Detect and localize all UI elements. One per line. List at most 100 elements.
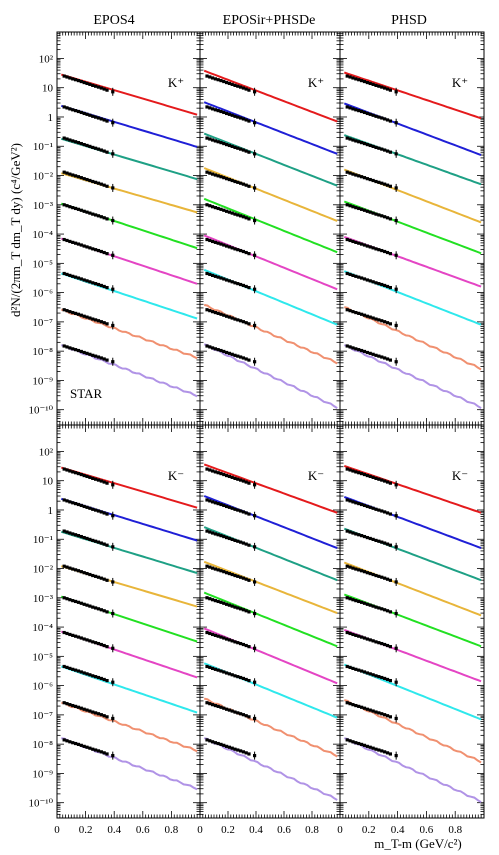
data-point: [345, 74, 349, 78]
x-tick-label: 0.2: [221, 824, 235, 836]
data-point: [247, 610, 251, 614]
data-point: [357, 174, 361, 178]
y-tick-label: 10⁻¹⁰: [28, 798, 53, 810]
data-point: [360, 742, 364, 747]
data-point: [236, 115, 240, 119]
data-point: [71, 667, 75, 671]
data-point: [365, 707, 369, 711]
particle-label: K⁺: [308, 75, 324, 90]
data-point: [65, 597, 69, 601]
data-point: [357, 241, 361, 245]
data-point: [383, 148, 387, 152]
data-point: [88, 709, 92, 713]
data-point: [205, 738, 209, 742]
data-point: [362, 570, 367, 574]
data-point: [105, 322, 109, 326]
data-point: [388, 752, 392, 756]
data-point: [222, 176, 226, 180]
data-point: [236, 282, 240, 286]
data-point: [216, 471, 220, 475]
data-point: [88, 506, 92, 510]
data-point: [362, 208, 367, 212]
data-point: [230, 352, 234, 356]
data-point: [211, 138, 215, 142]
data-point: [88, 82, 92, 86]
data-point: [239, 641, 243, 646]
data-point: [79, 601, 83, 605]
data-point: [91, 179, 95, 184]
data-point: [227, 571, 231, 576]
data-point: [105, 481, 109, 485]
data-point: [244, 118, 248, 122]
data-point: [247, 184, 251, 188]
data-point: [368, 672, 372, 676]
data-point: [76, 109, 81, 114]
data-point: [219, 705, 223, 709]
data-point: [377, 146, 381, 150]
particle-label: K⁻: [168, 468, 184, 483]
data-point: [99, 510, 103, 514]
data-point: [216, 78, 220, 82]
data-point: [241, 148, 245, 152]
data-point: [385, 751, 390, 755]
panel-kplus-eposir-phsde: K⁺: [199, 31, 341, 426]
data-point: [62, 105, 66, 109]
data-point: [79, 243, 83, 247]
data-point: [88, 639, 92, 643]
data-point: [73, 502, 78, 506]
data-point: [345, 105, 349, 109]
data-point: [65, 631, 69, 636]
data-point: [388, 678, 392, 683]
data-point: [91, 281, 95, 285]
data-point: [62, 237, 66, 242]
data-point: [383, 510, 387, 514]
data-point: [385, 643, 390, 648]
data-point: [239, 248, 243, 253]
data-point: [388, 150, 392, 154]
data-point: [211, 239, 215, 244]
data-point: [105, 184, 109, 188]
series-curve: [203, 69, 338, 123]
data-point: [211, 632, 215, 637]
data-point: [241, 576, 245, 580]
y-tick-label: 10⁻⁹: [32, 375, 53, 387]
data-point: [354, 139, 358, 143]
data-point: [377, 354, 381, 358]
data-point: [357, 599, 361, 604]
y-tick-label: 10⁻⁸: [32, 739, 53, 751]
data-point: [73, 599, 78, 604]
data-point: [227, 112, 231, 116]
data-point: [73, 206, 78, 211]
data-point: [241, 479, 245, 483]
data-point: [371, 246, 375, 250]
data-point: [105, 119, 109, 123]
data-point: [105, 543, 109, 547]
data-point: [222, 313, 226, 317]
data-point: [85, 672, 89, 676]
data-point: [96, 147, 101, 151]
data-point: [351, 138, 355, 142]
data-point: [244, 714, 248, 718]
data-point: [225, 744, 229, 748]
y-tick-label: 10⁻⁵: [32, 651, 53, 663]
data-point: [357, 634, 361, 638]
data-point: [76, 207, 81, 211]
data-point: [102, 751, 106, 755]
data-point: [94, 606, 98, 610]
data-point: [354, 173, 358, 177]
data-point: [85, 474, 89, 479]
data-point: [91, 212, 95, 216]
data-point: [65, 530, 69, 534]
data-point: [383, 750, 387, 754]
data-point: [219, 175, 223, 179]
data-point: [374, 83, 378, 87]
panel-kminus-phsd: K⁻ 0 0.2 0.4 0.6 0.8: [337, 424, 485, 836]
data-point: [213, 173, 217, 177]
data-point: [385, 577, 390, 581]
data-point: [236, 641, 240, 645]
data-point: [219, 502, 223, 507]
data-point: [351, 205, 355, 209]
data-point: [380, 248, 384, 253]
data-point: [68, 172, 72, 176]
data-point: [357, 109, 361, 113]
